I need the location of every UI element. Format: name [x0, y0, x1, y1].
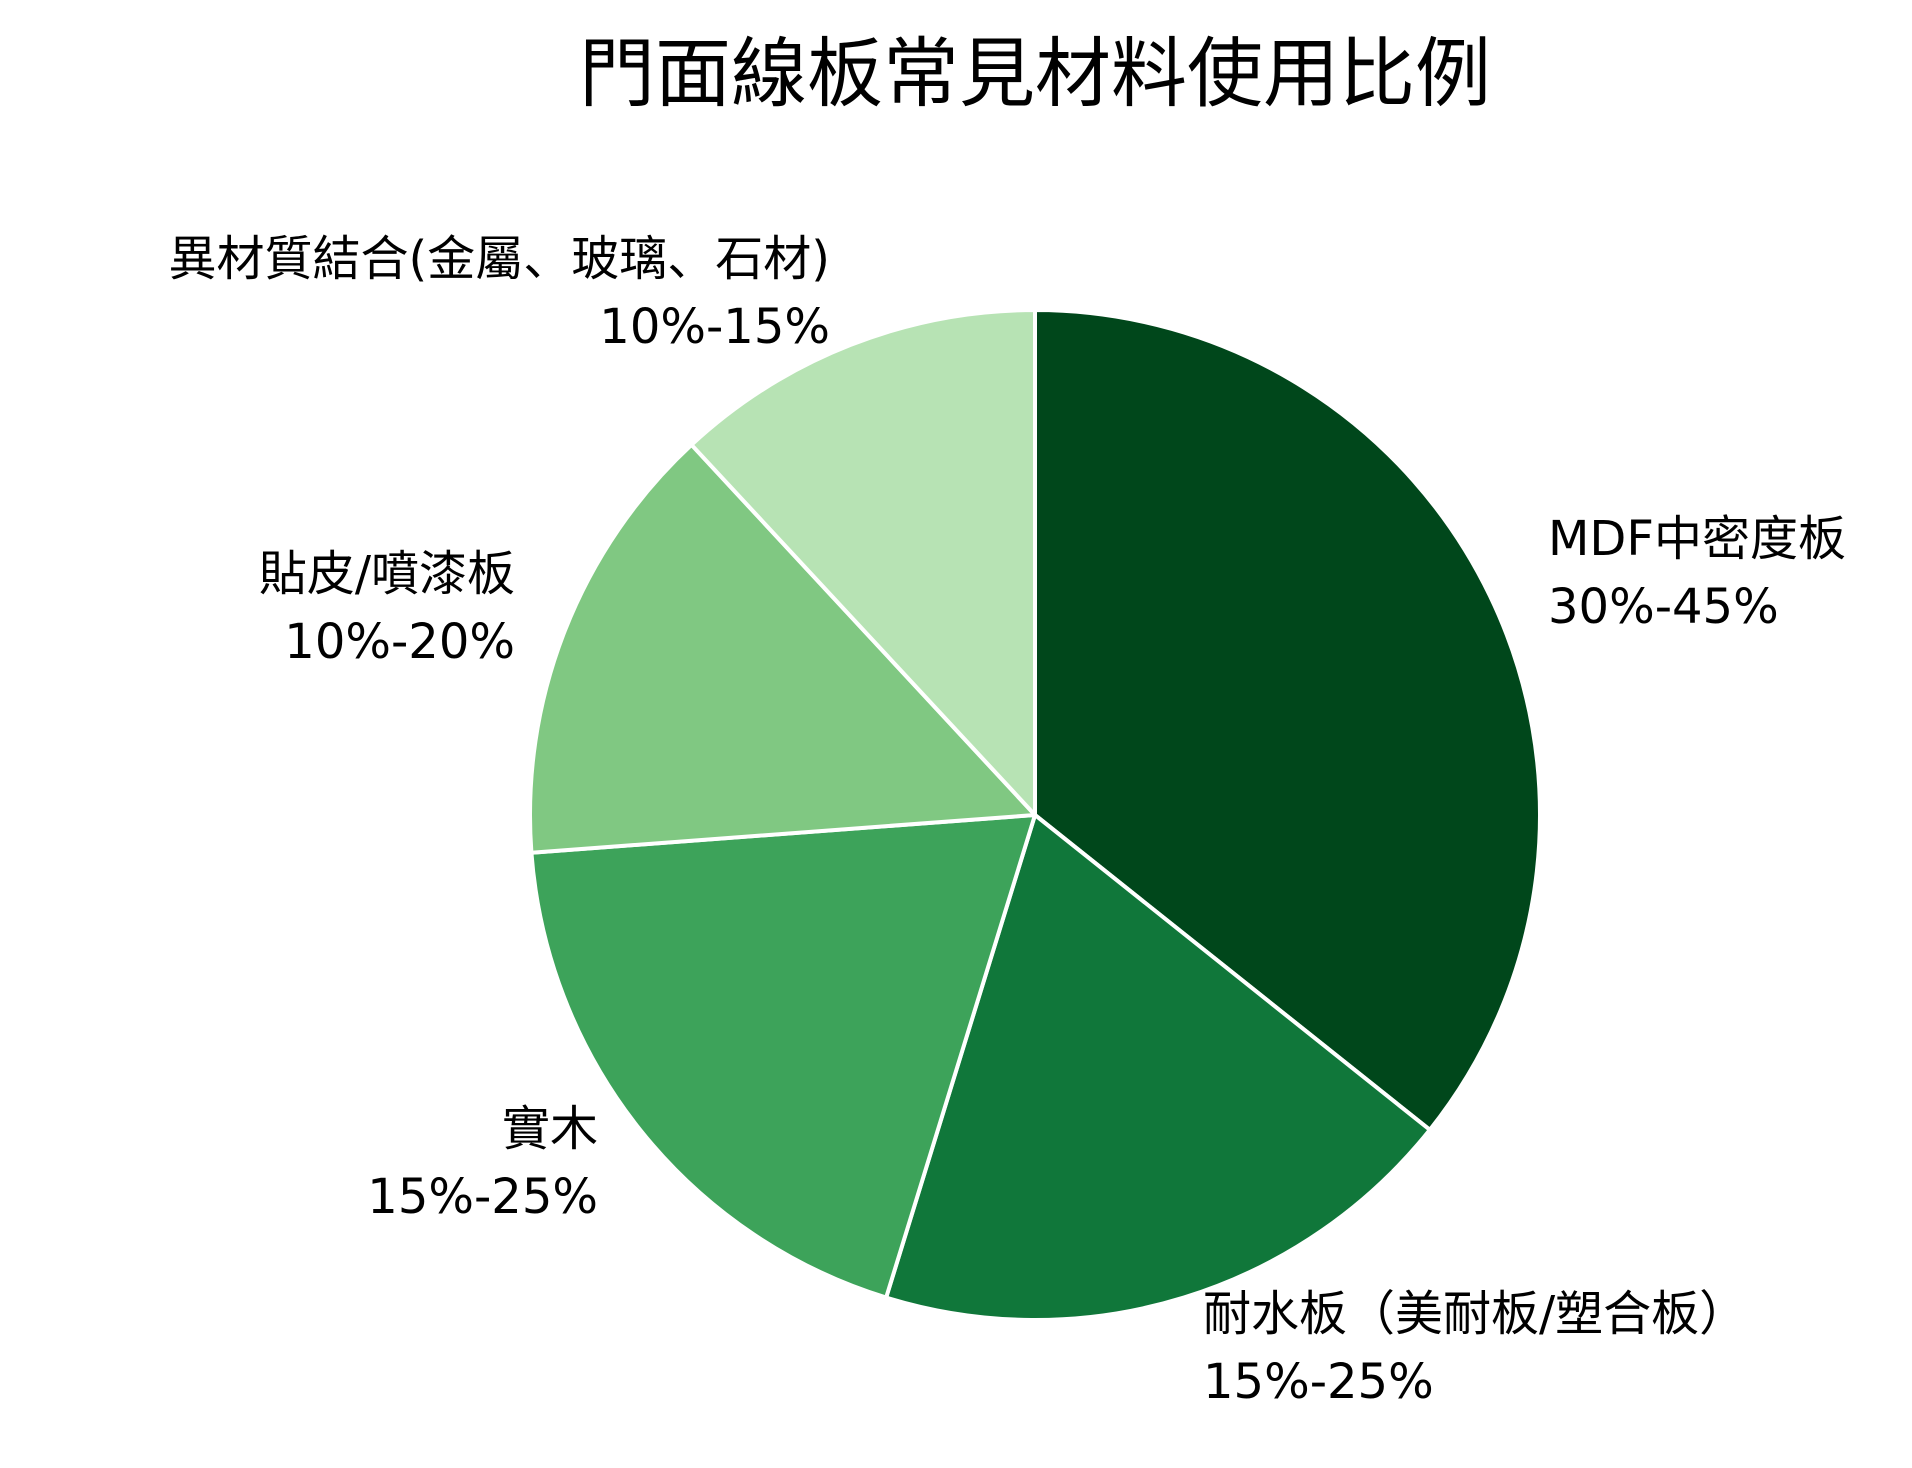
slice-label-name-2: 耐水板（美耐板/塑合板） [1203, 1286, 1747, 1342]
pie-slice-2 [884, 813, 1432, 1322]
chart-title: 門面線板常見材料使用比例 [579, 29, 1491, 118]
slice-label-range-4: 10%-20% [284, 614, 515, 670]
slice-label-name-5: 異材質結合(金屬、玻璃、石材) [169, 231, 830, 287]
slice-label-range-5: 10%-15% [599, 299, 830, 355]
pie-labels: MDF中密度板 30%-45% 耐水板（美耐板/塑合板） 15%-25% 實木 15%-2… [169, 231, 1846, 1410]
slice-label-range-3: 15%-25% [367, 1169, 598, 1225]
pie-slice-4 [528, 442, 1037, 855]
slice-label-name-4: 貼皮/噴漆板 [259, 546, 515, 602]
slice-label-name-1: MDF中密度板 [1548, 511, 1846, 567]
slice-label-range-2: 15%-25% [1203, 1354, 1434, 1410]
pie-slice-5 [689, 308, 1037, 817]
pie-slice-3 [529, 813, 1037, 1300]
pie-slice-1 [1033, 308, 1542, 1132]
slice-label-range-1: 30%-45% [1548, 579, 1779, 635]
pie-slices [528, 308, 1542, 1322]
slice-label-name-3: 實木 [502, 1101, 598, 1157]
